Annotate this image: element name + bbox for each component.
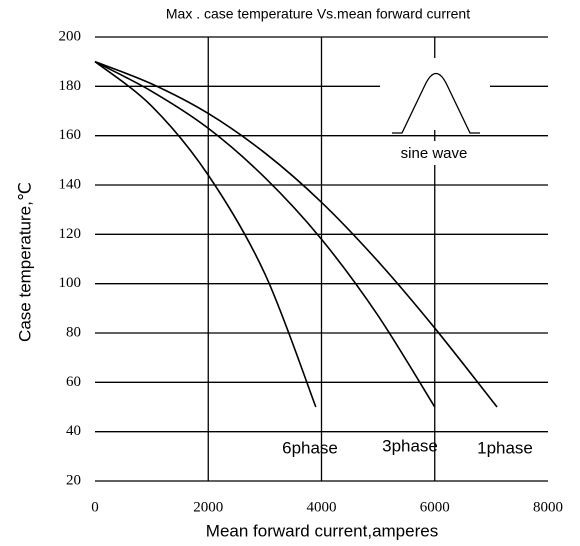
series-line	[94, 61, 317, 408]
y-tick-label: 100	[59, 275, 82, 291]
x-tick-label: 2000	[193, 499, 223, 515]
y-tick-label: 60	[66, 374, 81, 390]
series-label: 1phase	[477, 438, 533, 457]
series-label: 3phase	[382, 436, 438, 455]
x-tick-label: 8000	[533, 499, 563, 515]
inset-background	[380, 58, 490, 130]
y-tick-label: 160	[59, 127, 82, 143]
x-tick-label: 4000	[307, 499, 337, 515]
sine-wave-icon	[392, 72, 480, 134]
series-label: 6phase	[282, 438, 338, 457]
series-line	[94, 60, 436, 408]
y-tick-label: 180	[59, 78, 82, 94]
y-tick-label: 120	[59, 226, 82, 242]
y-tick-label: 140	[59, 176, 82, 192]
y-axis-label: Case temperature,℃	[15, 182, 34, 342]
y-tick-label: 80	[66, 324, 81, 340]
inset-background	[385, 141, 488, 165]
annotation: sine wave	[401, 145, 468, 162]
series-line	[94, 60, 498, 408]
x-tick-label: 0	[91, 499, 99, 515]
x-axis-label: Mean forward current,amperes	[206, 521, 438, 540]
y-tick-label: 40	[66, 423, 81, 439]
x-tick-label: 6000	[420, 499, 450, 515]
y-tick-label: 20	[66, 472, 81, 488]
chart-title: Max . case temperature Vs.mean forward c…	[166, 6, 470, 22]
y-tick-label: 200	[59, 28, 82, 44]
